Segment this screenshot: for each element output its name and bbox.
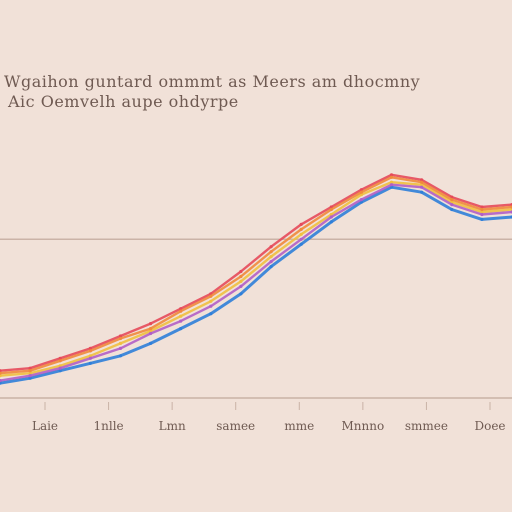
x-tick-label: Mnnno bbox=[342, 419, 385, 433]
series-5-point bbox=[118, 336, 123, 341]
series-1-point bbox=[118, 354, 123, 358]
chart-subtitle: Aic Oemvelh aupe ohdyrpe bbox=[8, 92, 239, 111]
series-3-point bbox=[239, 279, 243, 283]
series-5-point bbox=[480, 207, 484, 212]
series-4-point bbox=[209, 304, 213, 308]
x-tick-label: Laie bbox=[32, 419, 58, 433]
series-2-point bbox=[149, 322, 153, 326]
series-2-point bbox=[88, 346, 92, 350]
series-3-point bbox=[118, 341, 123, 345]
series-4-point bbox=[28, 374, 32, 378]
series-1-point bbox=[149, 341, 153, 345]
series-3-point bbox=[299, 232, 303, 236]
series-1-point bbox=[0, 381, 2, 385]
series-5-point bbox=[149, 327, 153, 331]
series-2-point bbox=[389, 173, 394, 177]
series-1-point bbox=[88, 361, 92, 365]
series-5-point bbox=[179, 309, 183, 313]
x-tick-label: 1nlle bbox=[94, 419, 124, 433]
series-1-point bbox=[28, 376, 32, 380]
series-2-point bbox=[0, 369, 2, 373]
series-5-point bbox=[58, 359, 62, 363]
series-1-point bbox=[269, 265, 273, 269]
series-4-point bbox=[269, 260, 273, 264]
chart-title: Wgaihon guntard ommmt as Meers am dhocmn… bbox=[4, 72, 421, 91]
series-2-point bbox=[239, 269, 243, 274]
series-4-point bbox=[88, 356, 92, 360]
series-3-point bbox=[480, 210, 484, 214]
series-5-point bbox=[359, 190, 363, 194]
series-5-point bbox=[329, 207, 333, 212]
x-tick-label: mme bbox=[284, 419, 314, 433]
series-3-point bbox=[88, 354, 92, 358]
series-2-point bbox=[118, 334, 123, 338]
series-1-point bbox=[179, 327, 183, 331]
series-4-point bbox=[329, 215, 333, 219]
series-line-2 bbox=[0, 173, 512, 372]
series-1-point bbox=[299, 242, 303, 246]
series-4-point bbox=[118, 346, 123, 350]
series-5-point bbox=[389, 175, 394, 179]
series-1-point bbox=[329, 220, 333, 224]
series-1-point bbox=[480, 217, 484, 221]
series-1-point bbox=[209, 312, 213, 316]
series-5-point bbox=[209, 294, 213, 298]
series-5-point bbox=[239, 274, 243, 279]
series-5-point bbox=[420, 180, 424, 184]
series-1-point bbox=[420, 190, 424, 194]
series-2-point bbox=[299, 222, 303, 226]
series-5-point bbox=[269, 250, 273, 254]
series-5-point bbox=[28, 369, 32, 373]
series-4-point bbox=[480, 212, 484, 217]
x-tick-label: Doee bbox=[474, 419, 505, 433]
series-5-point bbox=[299, 227, 303, 231]
series-3-point bbox=[28, 371, 32, 375]
series-line-4 bbox=[0, 183, 512, 382]
series-5-point bbox=[450, 198, 454, 202]
x-tick-label: smmee bbox=[405, 419, 448, 433]
series-4-point bbox=[299, 237, 303, 241]
series-2-point bbox=[269, 245, 273, 249]
series-5-point bbox=[0, 371, 2, 375]
series-4-point bbox=[389, 183, 394, 187]
series-3-point bbox=[179, 314, 183, 318]
series-1-point bbox=[58, 369, 62, 373]
series-1-point bbox=[450, 207, 454, 212]
series-2-point bbox=[28, 366, 32, 370]
x-tick-label: Lmn bbox=[159, 419, 186, 433]
series-3-point bbox=[209, 299, 213, 303]
series-line-5 bbox=[0, 176, 512, 375]
series-3-point bbox=[389, 180, 394, 184]
series-4-point bbox=[179, 319, 183, 323]
series-line-3 bbox=[0, 180, 512, 377]
series-2-point bbox=[58, 356, 62, 360]
series-line-1 bbox=[0, 185, 512, 385]
series-3-point bbox=[149, 329, 153, 333]
x-tick-label: samee bbox=[216, 419, 255, 433]
series-3-point bbox=[269, 255, 273, 259]
series-4-point bbox=[450, 203, 454, 207]
series-3-point bbox=[0, 374, 2, 378]
series-4-point bbox=[0, 379, 2, 383]
series-4-point bbox=[239, 284, 243, 288]
series-2-point bbox=[420, 178, 424, 182]
series-3-point bbox=[58, 364, 62, 368]
series-1-point bbox=[239, 292, 243, 296]
series-4-point bbox=[149, 331, 153, 336]
series-5-point bbox=[88, 349, 92, 353]
series-4-point bbox=[359, 198, 363, 202]
series-2-point bbox=[480, 205, 484, 209]
series-4-point bbox=[420, 185, 424, 189]
series-4-point bbox=[58, 366, 62, 370]
